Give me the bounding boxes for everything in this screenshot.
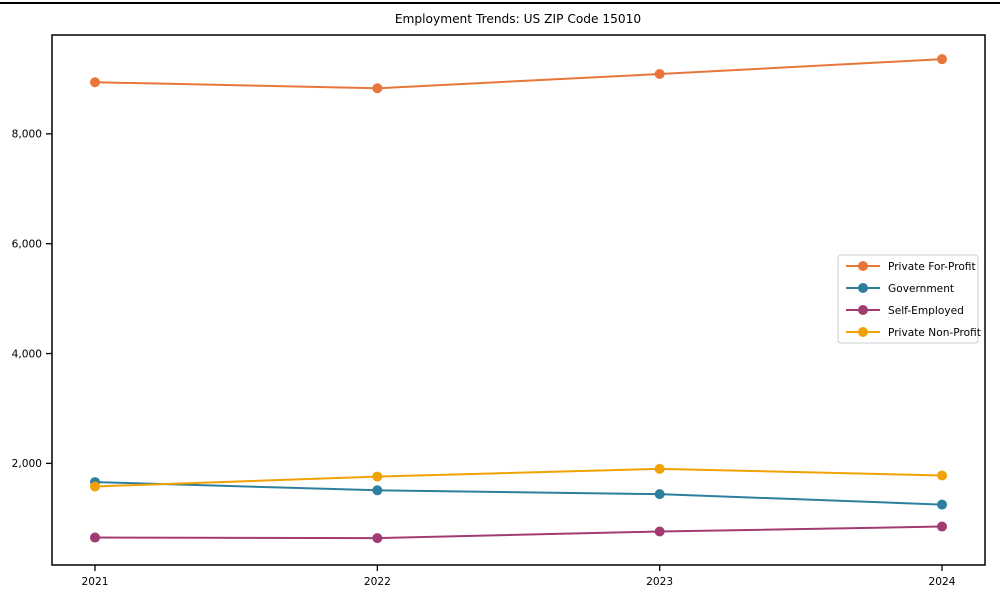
data-point-marker (372, 485, 383, 496)
series-line-private-non-profit (94, 467, 943, 488)
x-axis-tick-label: 2022 (364, 576, 391, 588)
y-axis-tick-label: 6,000 (12, 239, 43, 251)
legend-item-label: Private For-Profit (888, 261, 976, 273)
y-axis-tick-label: 8,000 (12, 129, 43, 141)
plot-border (51, 34, 986, 566)
legend-box (837, 254, 979, 344)
legend-item-label: Government (888, 283, 954, 295)
data-point-marker (90, 77, 100, 88)
y-axis-tick-label: 4,000 (12, 348, 43, 360)
data-point-marker (937, 521, 947, 532)
legend-item-label: Private Non-Profit (888, 327, 981, 339)
data-point-marker (654, 526, 665, 537)
series-line-government (94, 481, 943, 506)
legend-item-label: Self-Employed (888, 305, 964, 317)
data-point-marker (937, 470, 947, 481)
data-point-marker (372, 83, 383, 94)
chart-title: Employment Trends: US ZIP Code 15010 (395, 12, 641, 26)
x-axis-tick-label: 2023 (646, 576, 673, 588)
data-point-marker (90, 532, 100, 543)
legend-item-marker (858, 305, 868, 315)
data-point-marker (654, 68, 665, 79)
legend-item-marker (858, 261, 868, 271)
data-point-marker (90, 481, 100, 492)
series-line-private-for-profit (94, 58, 943, 90)
data-point-marker (372, 471, 383, 482)
x-axis-tick-label: 2024 (929, 576, 956, 588)
data-point-marker (372, 533, 383, 544)
legend-item-marker (858, 327, 868, 337)
data-point-marker (937, 499, 947, 510)
data-point-marker (654, 489, 665, 500)
series-line-self-employed (94, 525, 943, 540)
data-point-marker (937, 54, 947, 65)
data-point-marker (654, 463, 665, 474)
top-border-rule (0, 2, 1000, 4)
x-axis-tick-label: 2021 (82, 576, 109, 588)
y-axis-tick-label: 2,000 (12, 458, 43, 470)
legend-item-marker (858, 283, 868, 293)
